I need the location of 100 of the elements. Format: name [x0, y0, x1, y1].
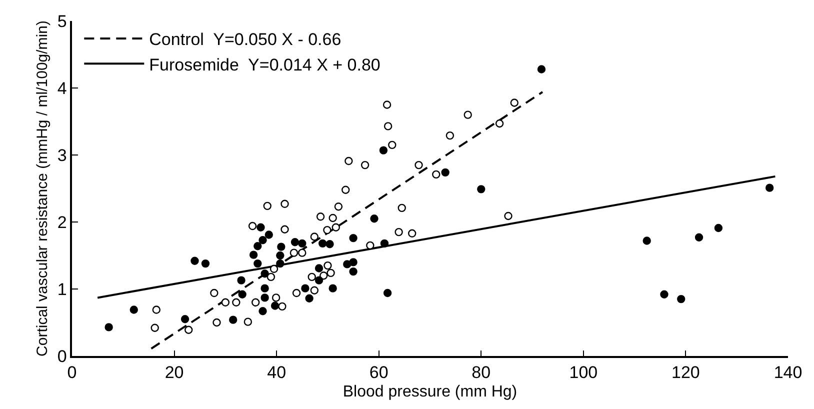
point — [276, 259, 284, 268]
point — [642, 236, 651, 245]
point — [258, 236, 267, 244]
point — [212, 318, 221, 327]
point — [190, 256, 199, 265]
legend-label: Control Y=0.050 X - 0.66 — [149, 30, 342, 50]
point — [280, 225, 289, 234]
point — [344, 156, 353, 166]
point — [537, 65, 546, 74]
point — [349, 258, 358, 266]
y-tick-label: 3 — [57, 146, 67, 165]
point — [264, 230, 273, 239]
point — [314, 276, 324, 284]
point — [298, 239, 306, 248]
point — [292, 288, 301, 298]
point — [323, 226, 332, 234]
point — [349, 267, 358, 276]
point — [326, 240, 334, 248]
point — [237, 276, 246, 284]
y-tick-label: 2 — [57, 212, 67, 232]
point — [266, 272, 276, 282]
point — [388, 140, 396, 150]
point — [184, 326, 193, 334]
point — [210, 288, 218, 298]
point — [328, 284, 337, 292]
point — [244, 318, 252, 326]
y-tick-label: 0 — [57, 346, 67, 366]
point — [384, 122, 392, 130]
point — [277, 242, 286, 251]
point — [383, 288, 392, 298]
point — [314, 264, 324, 272]
point — [290, 248, 298, 257]
point — [441, 168, 450, 177]
point — [328, 214, 337, 222]
point — [270, 302, 280, 310]
point — [256, 223, 265, 232]
point — [232, 298, 240, 306]
point — [290, 238, 300, 246]
point — [260, 269, 269, 278]
point — [270, 264, 278, 273]
point — [104, 323, 113, 332]
point — [260, 284, 269, 292]
point — [272, 294, 280, 302]
point — [714, 224, 723, 232]
point — [360, 160, 370, 170]
point — [150, 324, 159, 332]
point — [298, 248, 306, 257]
y-axis-title: Cortical vascular resistance (mmHg / ml/100g/min) — [34, 20, 52, 356]
x-tick-label: 80 — [472, 363, 491, 382]
x-axis-title: Blood pressure (mm Hg) — [342, 383, 518, 400]
point — [398, 204, 406, 212]
point — [308, 272, 316, 282]
point — [318, 239, 327, 248]
point — [301, 284, 310, 292]
point — [326, 268, 335, 278]
point — [324, 261, 332, 270]
point — [310, 232, 319, 241]
point — [260, 294, 269, 302]
x-tick-label: 60 — [369, 363, 388, 382]
point — [380, 239, 389, 248]
point — [694, 233, 704, 242]
point — [249, 250, 258, 259]
x-tick-label: 20 — [164, 363, 184, 382]
point — [765, 184, 774, 192]
point — [254, 259, 262, 268]
point — [201, 259, 210, 268]
point — [332, 223, 340, 232]
y-tick-label: 5 — [57, 12, 67, 31]
point — [477, 185, 486, 194]
point — [334, 202, 343, 211]
point — [280, 200, 289, 208]
point — [263, 202, 272, 210]
point — [464, 110, 472, 119]
y-tick-label: 4 — [57, 78, 67, 98]
point — [495, 119, 504, 128]
point — [278, 302, 286, 311]
point — [446, 131, 454, 140]
point — [660, 290, 668, 298]
point — [342, 186, 350, 194]
point — [510, 98, 518, 107]
point — [254, 242, 262, 250]
x-tick-label: 120 — [672, 363, 700, 382]
x-tick-label: 100 — [569, 363, 598, 382]
point — [349, 234, 358, 242]
point — [305, 294, 314, 302]
point — [258, 307, 267, 316]
point — [180, 315, 190, 324]
point — [370, 214, 378, 223]
point — [316, 212, 325, 221]
point — [248, 222, 257, 230]
point — [238, 290, 246, 298]
legend-label: Furosemide Y=0.014 X + 0.80 — [149, 55, 380, 74]
point — [152, 306, 160, 314]
y-tick-label: 1 — [57, 280, 67, 299]
point — [310, 286, 319, 294]
point — [252, 298, 260, 306]
x-tick-label: 140 — [774, 363, 802, 382]
point — [130, 306, 138, 314]
point — [414, 160, 423, 170]
point — [382, 100, 392, 109]
